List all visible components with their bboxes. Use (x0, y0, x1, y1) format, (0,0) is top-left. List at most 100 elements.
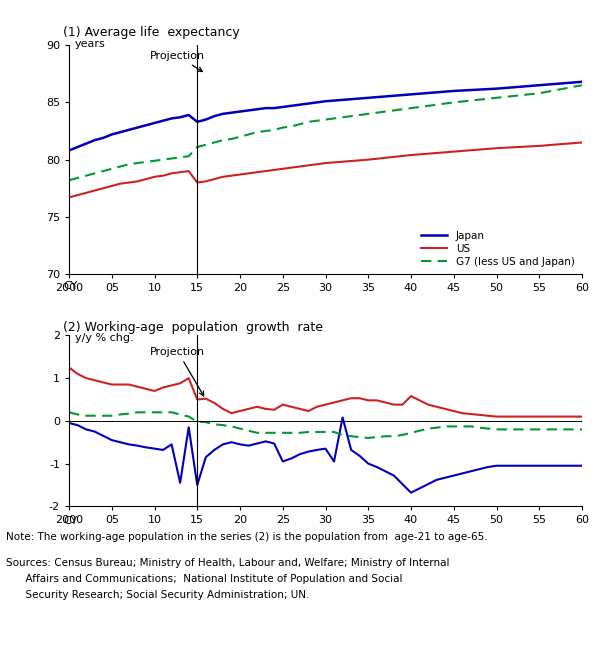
Text: Security Research; Social Security Administration; UN.: Security Research; Social Security Admin… (6, 590, 310, 600)
US (74, 192, 81, 199)
US (236, 171, 244, 179)
Japan (91, 136, 98, 144)
US (185, 167, 193, 175)
Japan (236, 108, 244, 115)
Text: Note: The working-age population in the series (2) is the population from  age-2: Note: The working-age population in the … (6, 532, 488, 542)
US (407, 151, 415, 159)
G7 (less US and Japan) (108, 165, 115, 173)
G7 (less US and Japan) (83, 172, 90, 179)
US (202, 177, 209, 185)
US (288, 164, 295, 172)
US (245, 170, 252, 177)
Text: years: years (75, 39, 106, 49)
Japan (407, 489, 415, 497)
Line: US: US (69, 368, 582, 417)
Text: Projection: Projection (150, 346, 205, 396)
US (254, 168, 261, 176)
US (450, 148, 457, 155)
Japan (65, 146, 73, 154)
G7 (less US and Japan) (168, 155, 175, 163)
Japan (100, 134, 107, 142)
Japan (108, 130, 115, 138)
G7 (less US and Japan) (288, 123, 295, 130)
Text: Affairs and Communications;  National Institute of Population and Social: Affairs and Communications; National Ins… (6, 574, 403, 584)
G7 (less US and Japan) (245, 427, 252, 435)
G7 (less US and Japan) (100, 167, 107, 175)
Japan (536, 81, 543, 89)
G7 (less US and Japan) (176, 154, 184, 161)
US (313, 161, 320, 168)
US (536, 142, 543, 150)
US (168, 170, 175, 177)
G7 (less US and Japan) (407, 104, 415, 112)
US (117, 180, 124, 188)
G7 (less US and Japan) (313, 117, 320, 124)
Text: (1) Average life  expectancy: (1) Average life expectancy (63, 26, 240, 39)
US (100, 184, 107, 192)
Text: CY: CY (63, 516, 77, 526)
US (493, 144, 500, 152)
US (322, 159, 329, 167)
G7 (less US and Japan) (450, 99, 457, 106)
G7 (less US and Japan) (74, 174, 81, 182)
Japan (168, 441, 175, 448)
US (518, 413, 526, 421)
Japan (365, 94, 372, 102)
G7 (less US and Japan) (578, 426, 586, 433)
Japan (65, 419, 73, 427)
Japan (527, 462, 535, 470)
US (160, 172, 167, 179)
Japan (262, 104, 269, 112)
G7 (less US and Japan) (91, 170, 98, 177)
US (185, 374, 193, 382)
Japan (347, 446, 355, 454)
US (365, 156, 372, 164)
Text: y/y % chg.: y/y % chg. (75, 333, 134, 344)
US (578, 139, 586, 146)
Japan (578, 462, 586, 470)
US (65, 194, 73, 201)
US (339, 397, 346, 404)
Japan (305, 100, 312, 108)
Japan (176, 114, 184, 121)
Japan (125, 126, 133, 134)
US (83, 189, 90, 197)
US (245, 405, 252, 413)
Japan (160, 117, 167, 124)
G7 (less US and Japan) (254, 128, 261, 136)
G7 (less US and Japan) (185, 152, 193, 160)
G7 (less US and Japan) (160, 156, 167, 164)
G7 (less US and Japan) (322, 115, 329, 123)
US (91, 186, 98, 194)
US (211, 175, 218, 183)
Japan (142, 121, 149, 129)
US (176, 168, 184, 176)
US (220, 173, 227, 181)
G7 (less US and Japan) (245, 130, 252, 138)
Japan (151, 119, 158, 127)
US (271, 166, 278, 174)
Japan (254, 105, 261, 113)
G7 (less US and Japan) (194, 143, 201, 151)
US (262, 167, 269, 175)
Japan (211, 112, 218, 120)
Japan (185, 423, 193, 431)
Japan (220, 110, 227, 117)
Japan (245, 106, 252, 114)
G7 (less US and Japan) (578, 81, 586, 89)
Japan (313, 99, 320, 106)
Legend: Japan, US, G7 (less US and Japan): Japan, US, G7 (less US and Japan) (419, 228, 577, 269)
US (65, 364, 73, 372)
Japan (202, 115, 209, 123)
Line: Japan: Japan (69, 417, 582, 493)
G7 (less US and Japan) (168, 408, 175, 416)
US (279, 165, 286, 173)
Text: Projection: Projection (150, 51, 205, 72)
US (493, 413, 500, 421)
G7 (less US and Japan) (339, 431, 346, 439)
G7 (less US and Japan) (305, 118, 312, 126)
G7 (less US and Japan) (185, 413, 193, 421)
Japan (134, 124, 141, 132)
Japan (382, 468, 389, 475)
Japan (117, 128, 124, 136)
